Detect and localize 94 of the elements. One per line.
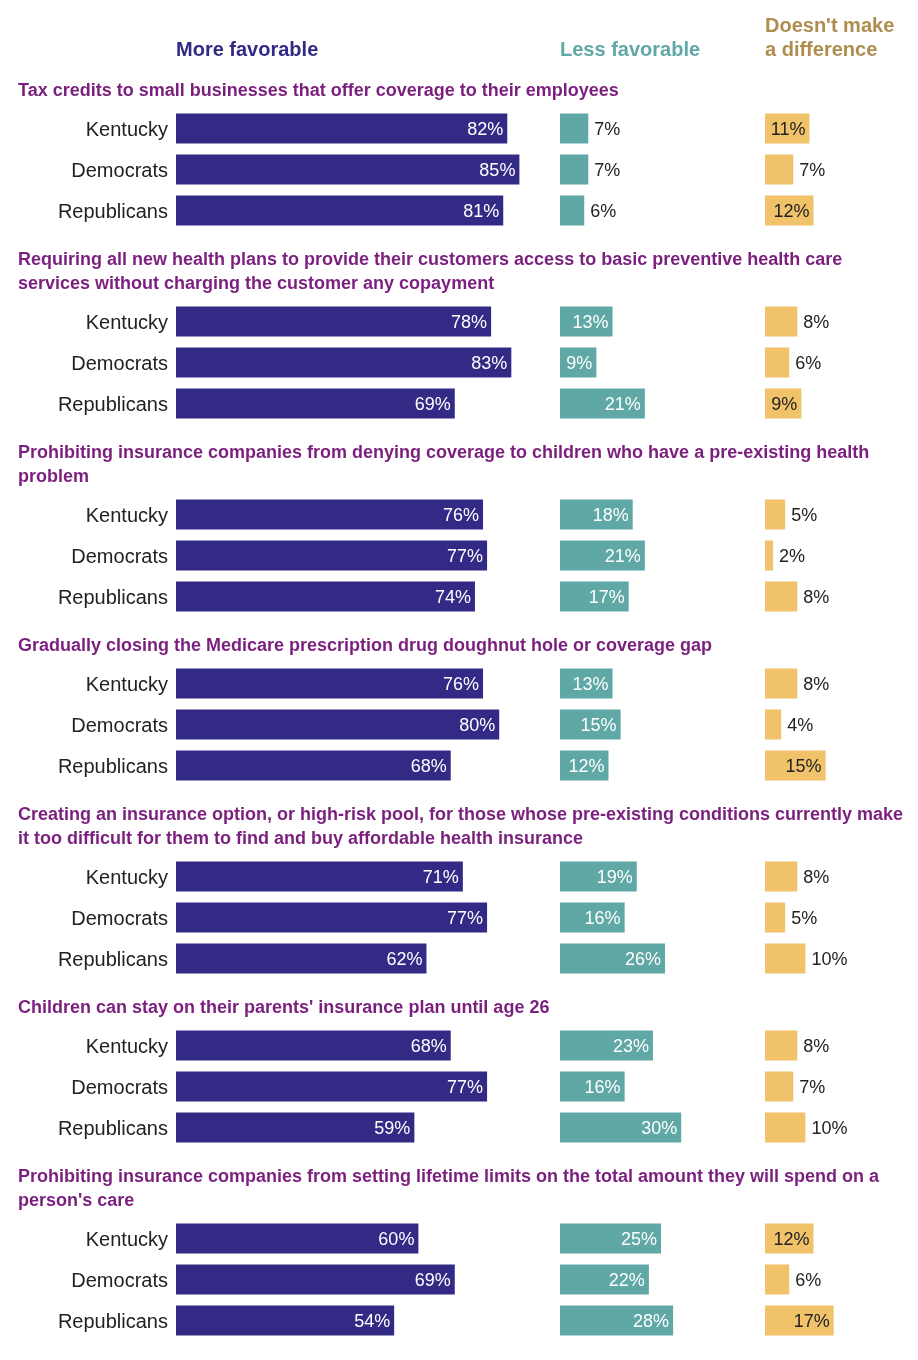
data-label: 15% (580, 714, 617, 735)
chart-title: Gradually closing the Medicare prescription drug doughnut hole or coverage gap (18, 635, 713, 655)
y-tick-label: Republicans (57, 1116, 168, 1139)
data-label: 5% (791, 504, 818, 525)
data-label: 12% (773, 200, 810, 221)
data-label: 76% (443, 673, 480, 694)
data-label: 9% (771, 393, 798, 414)
y-tick-label: Kentucky (85, 310, 168, 333)
data-label: 13% (572, 311, 609, 332)
data-label: 18% (592, 504, 629, 525)
text: More favorable (176, 38, 319, 60)
y-tick-label: Republicans (57, 947, 168, 970)
chart-title: Requiring all new health plans to provide their customers access to basic preventive health care services without charging the customer any copayment (18, 249, 843, 293)
data-label: 16% (584, 1076, 621, 1097)
data-label: 11% (770, 118, 806, 139)
data-label: 54% (354, 1310, 391, 1331)
y-tick-label: Kentucky (85, 1227, 168, 1250)
y-tick-label: Democrats (71, 1268, 168, 1291)
data-label: 5% (791, 907, 818, 928)
data-label: 60% (378, 1228, 415, 1249)
data-label: 26% (625, 948, 662, 969)
data-label: 8% (803, 311, 830, 332)
data-label: 6% (795, 1269, 822, 1290)
data-label: 10% (811, 1117, 848, 1138)
chart-title: Children can stay on their parents' insurance plan until age 26 (18, 997, 550, 1017)
data-label: 68% (410, 1035, 447, 1056)
text: Less favorable (560, 38, 701, 60)
y-tick-label: Democrats (71, 713, 168, 736)
y-tick-label: Kentucky (85, 1034, 168, 1057)
data-label: 68% (410, 755, 447, 776)
y-tick-label: Republicans (57, 199, 168, 222)
data-label: 23% (612, 1035, 649, 1056)
data-label: 78% (451, 311, 488, 332)
chart-title: Prohibiting insurance companies from setting lifetime limits on the total amount they will spend on a person's care (18, 1166, 881, 1210)
y-tick-label: Democrats (71, 351, 168, 374)
data-label: 25% (620, 1228, 657, 1249)
y-tick-label: Democrats (71, 158, 168, 181)
data-label: 7% (594, 118, 621, 139)
y-tick-label: Kentucky (85, 672, 168, 695)
y-tick-label: Kentucky (85, 865, 168, 888)
data-label: 4% (787, 714, 814, 735)
y-tick-label: Kentucky (85, 503, 168, 526)
data-label: 74% (434, 586, 471, 607)
data-label: 8% (803, 866, 830, 887)
data-label: 71% (422, 866, 459, 887)
data-label: 22% (608, 1269, 645, 1290)
data-label: 7% (594, 159, 621, 180)
data-label: 12% (773, 1228, 810, 1249)
data-label: 85% (479, 159, 516, 180)
data-label: 77% (447, 1076, 484, 1097)
y-tick-label: Democrats (71, 544, 168, 567)
data-label: 8% (803, 1035, 830, 1056)
data-label: 21% (604, 545, 641, 566)
data-label: 7% (799, 159, 826, 180)
data-label: 17% (793, 1310, 830, 1331)
data-label: 7% (799, 1076, 826, 1097)
data-label: 17% (588, 586, 625, 607)
data-label: 13% (572, 673, 609, 694)
data-label: 69% (414, 1269, 451, 1290)
data-label: 2% (779, 545, 806, 566)
data-label: 30% (641, 1117, 678, 1138)
data-label: 77% (447, 907, 484, 928)
data-label: 82% (467, 118, 504, 139)
data-label: 77% (447, 545, 484, 566)
data-label: 16% (584, 907, 621, 928)
data-label: 81% (463, 200, 500, 221)
data-label: 80% (459, 714, 496, 735)
data-label: 19% (596, 866, 633, 887)
data-label: 6% (795, 352, 822, 373)
data-label: 69% (414, 393, 451, 414)
data-label: 62% (386, 948, 423, 969)
data-label: 6% (590, 200, 617, 221)
chart-title: Tax credits to small businesses that offer coverage to their employees (18, 80, 619, 100)
y-tick-label: Republicans (57, 585, 168, 608)
chart-title: Creating an insurance option, or high-risk pool, for those whose pre-existing conditions currently make it too difficult for them to find and buy affordable health insurance (18, 804, 904, 848)
y-tick-label: Democrats (71, 1075, 168, 1098)
data-label: 59% (374, 1117, 411, 1138)
text: Doesn't make a difference (765, 14, 895, 60)
data-label: 9% (566, 352, 593, 373)
y-tick-label: Republicans (57, 392, 168, 415)
y-tick-label: Kentucky (85, 117, 168, 140)
y-tick-label: Republicans (57, 1309, 168, 1332)
data-label: 76% (443, 504, 480, 525)
data-label: 8% (803, 673, 830, 694)
data-label: 12% (568, 755, 605, 776)
data-label: 21% (604, 393, 641, 414)
data-label: 28% (633, 1310, 670, 1331)
data-label: 83% (471, 352, 508, 373)
chart-title: Prohibiting insurance companies from denying coverage to children who have a pre-existing health problem (18, 442, 870, 486)
data-label: 10% (811, 948, 848, 969)
data-label: 15% (785, 755, 822, 776)
y-tick-label: Democrats (71, 906, 168, 929)
y-tick-label: Republicans (57, 754, 168, 777)
data-label: 8% (803, 586, 830, 607)
